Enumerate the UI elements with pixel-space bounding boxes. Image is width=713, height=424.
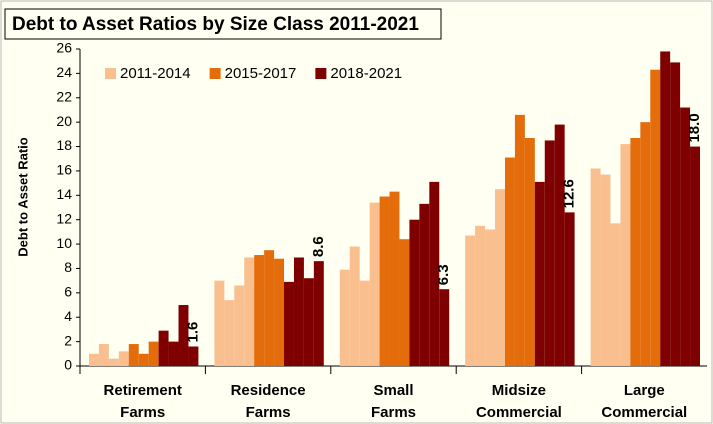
bar bbox=[128, 344, 139, 366]
y-tick-label: 22 bbox=[56, 88, 72, 104]
data-label: 1.6 bbox=[184, 322, 201, 343]
y-tick-label: 16 bbox=[56, 162, 72, 178]
y-tick-label: 12 bbox=[56, 210, 72, 226]
bar bbox=[118, 351, 129, 366]
bar bbox=[640, 122, 651, 367]
x-tick-label: Large bbox=[624, 382, 665, 399]
y-tick-label: 4 bbox=[64, 308, 72, 324]
bar bbox=[264, 250, 275, 366]
bar bbox=[303, 278, 314, 366]
y-tick-label: 20 bbox=[56, 113, 72, 129]
y-tick-label: 24 bbox=[56, 64, 72, 80]
data-label: 18.0 bbox=[686, 113, 703, 142]
bar bbox=[514, 114, 525, 366]
bar bbox=[178, 305, 189, 366]
bar bbox=[293, 257, 304, 366]
bar bbox=[465, 235, 476, 366]
bar bbox=[349, 246, 360, 366]
bar bbox=[554, 124, 565, 366]
bar bbox=[89, 353, 99, 366]
bar bbox=[284, 281, 294, 366]
x-tick-label: Residence bbox=[231, 382, 306, 399]
y-tick-label: 2 bbox=[64, 332, 72, 348]
bar bbox=[650, 69, 661, 366]
y-tick-label: 6 bbox=[64, 284, 72, 300]
y-tick-label: 10 bbox=[56, 235, 72, 251]
bar bbox=[148, 341, 159, 366]
legend-label: 2015-2017 bbox=[225, 65, 297, 82]
bar bbox=[359, 280, 370, 366]
bar bbox=[660, 51, 671, 366]
bar bbox=[339, 269, 350, 366]
bar bbox=[534, 181, 545, 366]
x-tick-label: Farms bbox=[120, 404, 165, 421]
bar bbox=[138, 353, 149, 366]
bar bbox=[544, 140, 555, 366]
x-tick-label: Farms bbox=[371, 404, 416, 421]
bar bbox=[429, 181, 440, 366]
y-tick-label: 14 bbox=[56, 186, 72, 202]
data-label: 6.3 bbox=[435, 264, 452, 285]
bar bbox=[419, 203, 430, 366]
x-tick-label: Commercial bbox=[476, 404, 562, 421]
y-tick-label: 0 bbox=[64, 357, 72, 373]
y-axis-label: Debt to Asset Ratio bbox=[15, 137, 30, 256]
bar bbox=[313, 261, 324, 366]
bar bbox=[495, 189, 505, 366]
bar bbox=[620, 144, 631, 366]
bar bbox=[379, 196, 390, 366]
bar bbox=[590, 168, 601, 366]
bar bbox=[485, 229, 496, 366]
bar bbox=[475, 225, 486, 366]
bar bbox=[690, 146, 700, 366]
legend-label: 2011-2014 bbox=[120, 65, 191, 82]
bar bbox=[158, 330, 169, 366]
bar bbox=[244, 257, 255, 366]
bar bbox=[399, 239, 410, 366]
legend-label: 2018-2021 bbox=[330, 65, 402, 82]
bar bbox=[600, 174, 611, 366]
x-tick-label: Retirement bbox=[104, 382, 182, 399]
bar bbox=[108, 358, 119, 366]
x-tick-label: Small bbox=[373, 382, 413, 399]
bar bbox=[564, 212, 575, 366]
bar bbox=[254, 255, 265, 366]
data-label: 12.6 bbox=[561, 179, 578, 208]
bar bbox=[389, 191, 400, 366]
bar bbox=[439, 289, 450, 366]
x-tick-label: Farms bbox=[246, 404, 291, 421]
x-tick-label: Midsize bbox=[492, 382, 546, 399]
bar bbox=[98, 344, 109, 366]
bar bbox=[630, 138, 641, 366]
bar bbox=[274, 258, 285, 366]
legend-swatch bbox=[105, 68, 116, 79]
data-label: 8.6 bbox=[310, 236, 327, 257]
bar bbox=[224, 300, 235, 366]
chart-title: Debt to Asset Ratios by Size Class 2011-… bbox=[12, 14, 419, 35]
bar bbox=[369, 202, 380, 366]
x-tick-label: Commercial bbox=[601, 404, 687, 421]
bar bbox=[670, 62, 681, 367]
bar bbox=[234, 285, 245, 366]
bar bbox=[168, 341, 179, 366]
bar bbox=[188, 346, 199, 366]
bar bbox=[504, 157, 515, 366]
bar bbox=[214, 280, 225, 366]
legend-swatch bbox=[209, 68, 221, 79]
bar bbox=[524, 138, 535, 366]
y-tick-label: 26 bbox=[56, 40, 72, 56]
bar bbox=[610, 223, 621, 366]
title-box bbox=[4, 8, 442, 40]
bar bbox=[680, 107, 691, 367]
y-tick-label: 18 bbox=[56, 137, 72, 153]
bar bbox=[409, 219, 420, 366]
legend-swatch bbox=[315, 68, 327, 79]
y-tick-label: 8 bbox=[64, 259, 72, 275]
